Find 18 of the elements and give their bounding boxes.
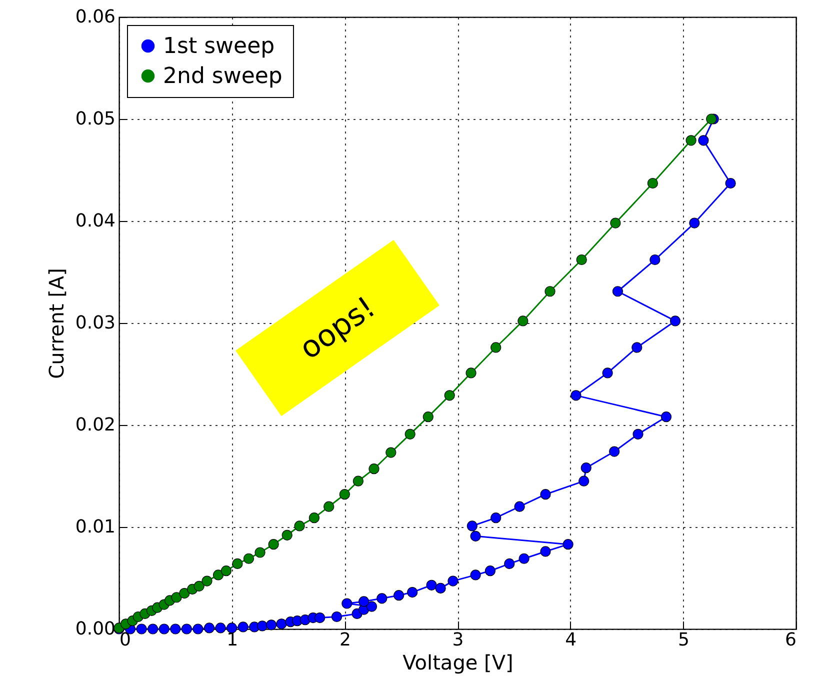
legend-label: 1st sweep [163,34,275,59]
y-axis-title: Current [A] [44,268,68,379]
x-tick-label: 2 [339,630,351,650]
y-tick-label: 0.06 [75,6,116,28]
y-tick-label: 0.05 [75,108,116,130]
x-tick-label: 6 [785,630,796,650]
y-tick-label: 0.02 [75,414,116,436]
legend-label: 2nd sweep [163,64,282,89]
x-tick-label: 3 [452,630,464,650]
x-tick-label: 0 [120,630,131,650]
y-tick-label: 0.01 [75,516,116,538]
x-tick-label: 4 [565,630,577,650]
x-axis-title: Voltage [V] [402,650,514,674]
x-tick-label: 1 [226,630,238,650]
y-tick-label: 0.04 [75,210,116,232]
y-tick-label: 0.03 [75,312,116,334]
x-tick-label: 5 [678,630,690,650]
y-tick-label: 0.00 [75,618,116,640]
